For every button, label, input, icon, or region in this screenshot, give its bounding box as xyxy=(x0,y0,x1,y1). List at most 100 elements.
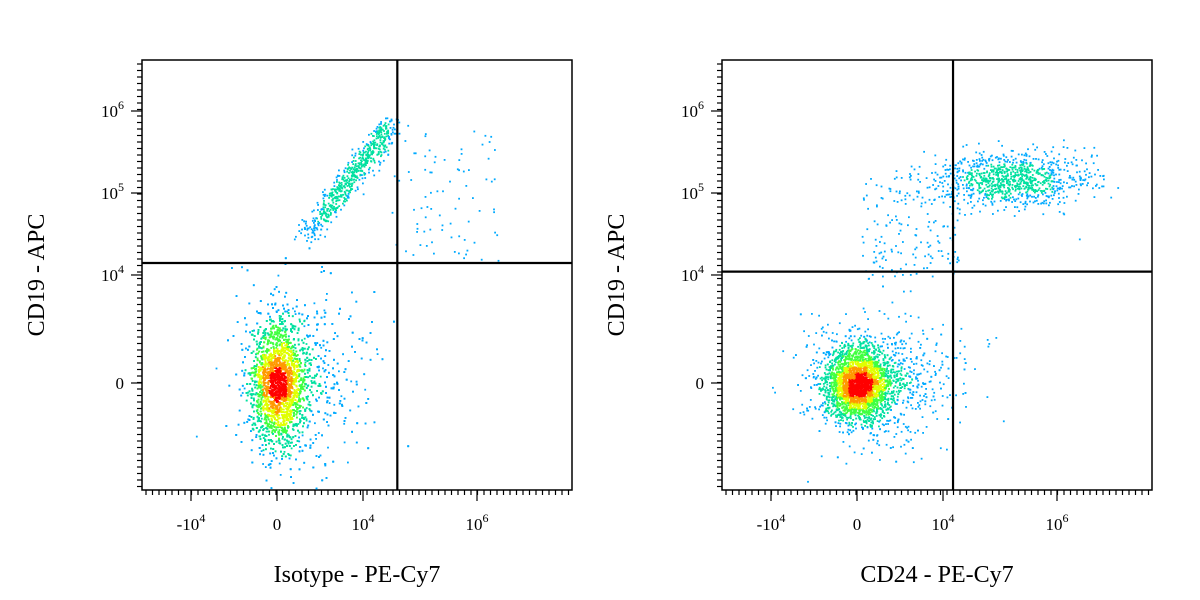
event-dot xyxy=(294,361,297,363)
event-dot xyxy=(369,358,372,361)
event-dot xyxy=(309,438,312,441)
event-dot xyxy=(283,378,286,380)
event-dot xyxy=(298,399,300,401)
event-dot xyxy=(282,379,285,382)
event-dot xyxy=(284,392,287,394)
event-dot xyxy=(291,315,294,318)
event-dot xyxy=(303,422,305,425)
event-dot xyxy=(267,385,270,388)
event-dot xyxy=(301,369,303,372)
event-dot xyxy=(265,374,268,377)
event-dot xyxy=(247,391,249,394)
event-dot xyxy=(278,290,280,293)
event-dot xyxy=(288,434,290,437)
event-dot xyxy=(286,361,289,364)
event-dot xyxy=(355,380,358,383)
event-dot xyxy=(279,378,281,381)
event-dot xyxy=(309,446,312,449)
event-dot xyxy=(287,335,290,338)
event-dot xyxy=(320,357,322,360)
event-dot xyxy=(295,458,297,461)
event-dot xyxy=(261,396,264,398)
event-dot xyxy=(296,369,299,371)
event-dot xyxy=(270,354,273,356)
event-dot xyxy=(276,412,279,415)
event-dot xyxy=(261,425,264,427)
event-dot xyxy=(296,440,299,442)
event-dot xyxy=(269,439,271,442)
event-dot xyxy=(278,344,281,347)
event-dot xyxy=(255,434,258,436)
event-dot xyxy=(278,404,281,406)
event-dot xyxy=(259,384,261,387)
event-dot xyxy=(293,414,295,417)
event-dot xyxy=(293,423,296,426)
event-dot xyxy=(268,390,270,392)
event-dot xyxy=(261,362,264,364)
event-dot xyxy=(292,394,295,397)
event-dot xyxy=(293,328,296,331)
event-dot xyxy=(269,403,272,405)
event-dot xyxy=(361,339,364,342)
event-dot xyxy=(267,423,269,426)
event-dot xyxy=(278,395,281,398)
event-dot xyxy=(295,402,298,405)
event-dot xyxy=(257,312,260,314)
event-dot xyxy=(254,368,256,371)
event-dot xyxy=(264,412,266,415)
event-dot xyxy=(319,344,321,347)
event-dot xyxy=(257,332,259,335)
event-dot xyxy=(258,376,261,379)
event-dot xyxy=(264,336,267,339)
event-dot xyxy=(279,474,282,476)
event-dot xyxy=(290,413,292,416)
event-dot xyxy=(264,403,267,406)
event-dot xyxy=(279,397,281,399)
event-dot xyxy=(254,386,257,389)
event-dot xyxy=(288,413,291,415)
event-dot xyxy=(302,370,305,373)
event-dot xyxy=(261,358,264,361)
event-dot xyxy=(280,393,282,396)
event-dot xyxy=(275,457,278,460)
event-dot xyxy=(281,344,283,347)
event-dot xyxy=(311,382,313,384)
event-dot xyxy=(277,329,280,332)
event-dot xyxy=(299,362,302,365)
event-dot xyxy=(304,361,307,364)
event-dot xyxy=(264,381,267,384)
event-dot xyxy=(260,402,263,405)
event-dot xyxy=(285,411,288,413)
event-dot xyxy=(317,432,320,434)
event-dot xyxy=(268,400,271,403)
event-dot xyxy=(273,336,275,338)
event-dot xyxy=(272,307,274,309)
event-dot xyxy=(292,364,295,367)
event-dot xyxy=(280,398,282,401)
event-dot xyxy=(295,385,298,388)
event-dot xyxy=(241,348,244,351)
event-dot xyxy=(355,441,358,444)
event-dot xyxy=(294,392,296,395)
event-dot xyxy=(278,374,280,377)
event-dot xyxy=(326,421,328,423)
event-dot xyxy=(351,291,353,294)
event-dot xyxy=(295,423,298,425)
event-dot xyxy=(343,371,346,373)
event-dot xyxy=(278,354,281,357)
event-dot xyxy=(231,267,233,269)
event-dot xyxy=(288,363,290,365)
event-dot xyxy=(266,368,269,371)
event-dot xyxy=(283,363,286,366)
event-dot xyxy=(264,360,267,363)
event-dot xyxy=(270,335,272,338)
event-dot xyxy=(276,348,279,351)
event-dot xyxy=(261,368,264,371)
event-dot xyxy=(277,309,280,312)
event-dot xyxy=(265,350,268,353)
event-dot xyxy=(266,404,268,407)
event-dot xyxy=(278,327,281,330)
event-dot xyxy=(305,343,308,345)
event-dot xyxy=(272,415,275,418)
event-dot xyxy=(275,371,278,374)
